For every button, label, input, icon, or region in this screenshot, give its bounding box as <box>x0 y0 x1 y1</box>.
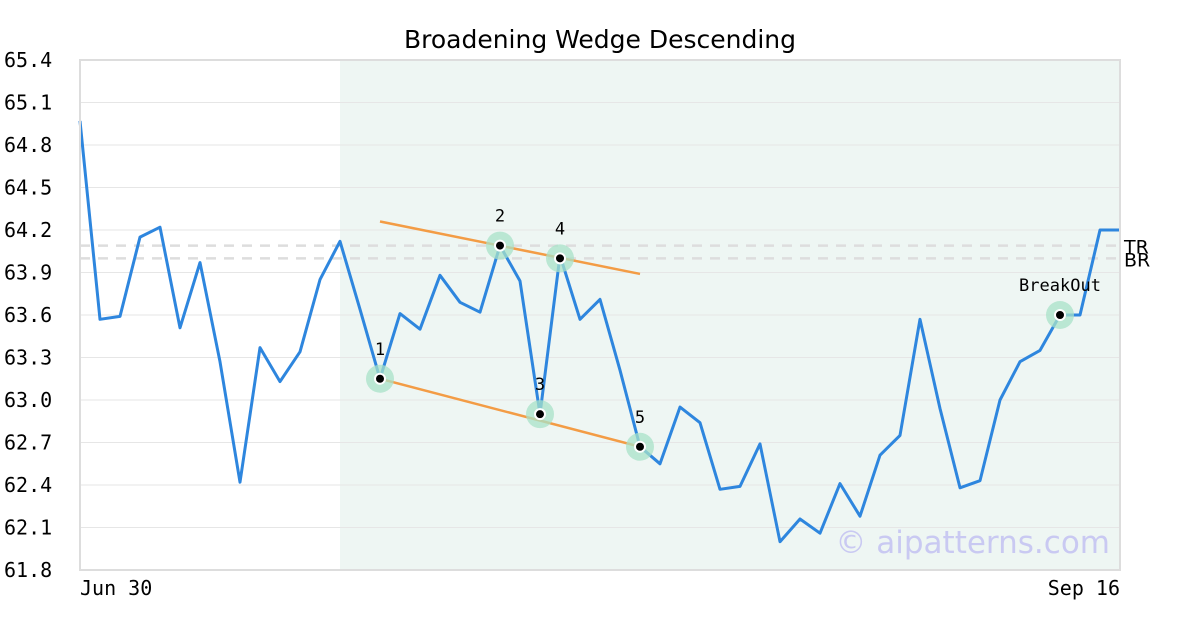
y-tick-label: 63.0 <box>4 388 52 412</box>
y-tick-label: 65.4 <box>4 48 52 72</box>
x-tick-label: Jun 30 <box>80 576 152 600</box>
y-tick-label: 62.1 <box>4 516 52 540</box>
marker-point <box>554 252 566 265</box>
marker-point <box>494 239 506 252</box>
marker-point <box>534 408 546 421</box>
y-tick-label: 65.1 <box>4 91 52 115</box>
marker-label: 2 <box>495 207 505 227</box>
y-tick-label: 61.8 <box>4 558 52 582</box>
y-axis-ticks: 65.4 65.1 64.8 64.5 64.2 63.9 63.6 63.3 63.0 62.7… <box>4 48 52 582</box>
chart-title: Broadening Wedge Descending <box>404 25 796 54</box>
y-tick-label: 64.2 <box>4 218 52 242</box>
marker-point <box>374 372 386 385</box>
price-series-line <box>78 120 1120 544</box>
x-tick-label: Sep 16 <box>1048 576 1120 600</box>
trendline-lower <box>379 377 641 448</box>
marker-label: 5 <box>635 408 645 428</box>
marker-label: 3 <box>535 375 545 395</box>
pattern-markers: 1 2 3 4 5 BreakOut <box>366 207 1101 461</box>
plot-frame <box>79 59 1121 571</box>
marker-label: BreakOut <box>1019 276 1101 296</box>
x-axis-ticks: Jun 30 Sep 16 <box>80 576 1120 600</box>
y-tick-label: 64.8 <box>4 133 52 157</box>
marker-label: 1 <box>375 340 385 360</box>
level-label-tr: TR <box>1123 237 1149 259</box>
marker-point <box>1054 309 1066 321</box>
y-tick-label: 63.6 <box>4 303 52 327</box>
y-tick-label: 64.5 <box>4 176 52 200</box>
y-tick-label: 63.3 <box>4 346 52 370</box>
y-tick-label: 62.4 <box>4 473 52 497</box>
level-label-br: BR <box>1124 249 1150 271</box>
watermark: © aipatterns.com <box>835 525 1110 561</box>
marker-point <box>634 440 646 453</box>
marker-label: 4 <box>555 219 565 239</box>
y-tick-label: 63.9 <box>4 261 52 285</box>
y-tick-label: 62.7 <box>4 431 52 455</box>
